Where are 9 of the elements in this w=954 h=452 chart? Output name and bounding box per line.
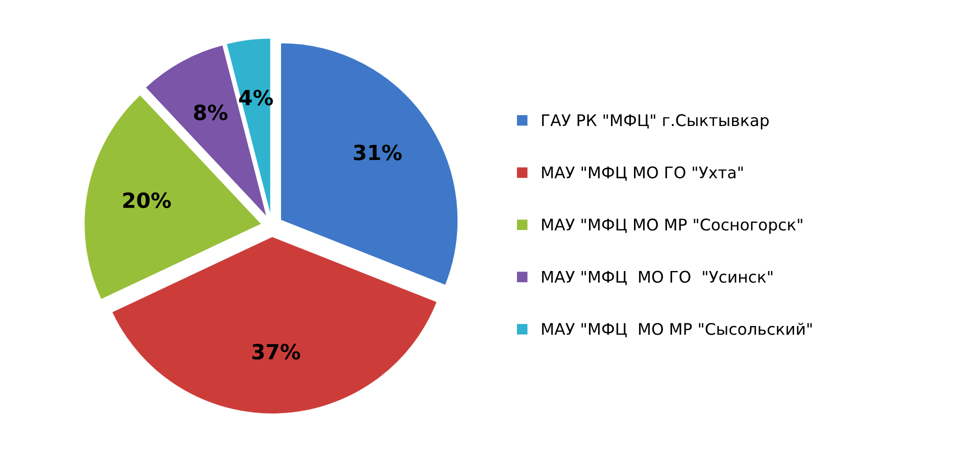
- data-label: 31%: [354, 144, 402, 160]
- data-label: 8%: [194, 104, 228, 120]
- legend-label: ГАУ РК "МФЦ" г.Сыктывкар: [542, 114, 769, 130]
- data-label: 20%: [123, 192, 171, 208]
- legend-label: МАУ "МФЦ МО МР "Сосногорск": [542, 218, 802, 234]
- data-label: 37%: [252, 344, 300, 360]
- legend-label: МАУ "МФЦ МО ГО "Усинск": [542, 270, 772, 286]
- legend-label: МАУ "МФЦ МО МР "Сысольский": [542, 322, 812, 338]
- legend-label: МАУ "МФЦ МО ГО "Ухта": [542, 166, 743, 181]
